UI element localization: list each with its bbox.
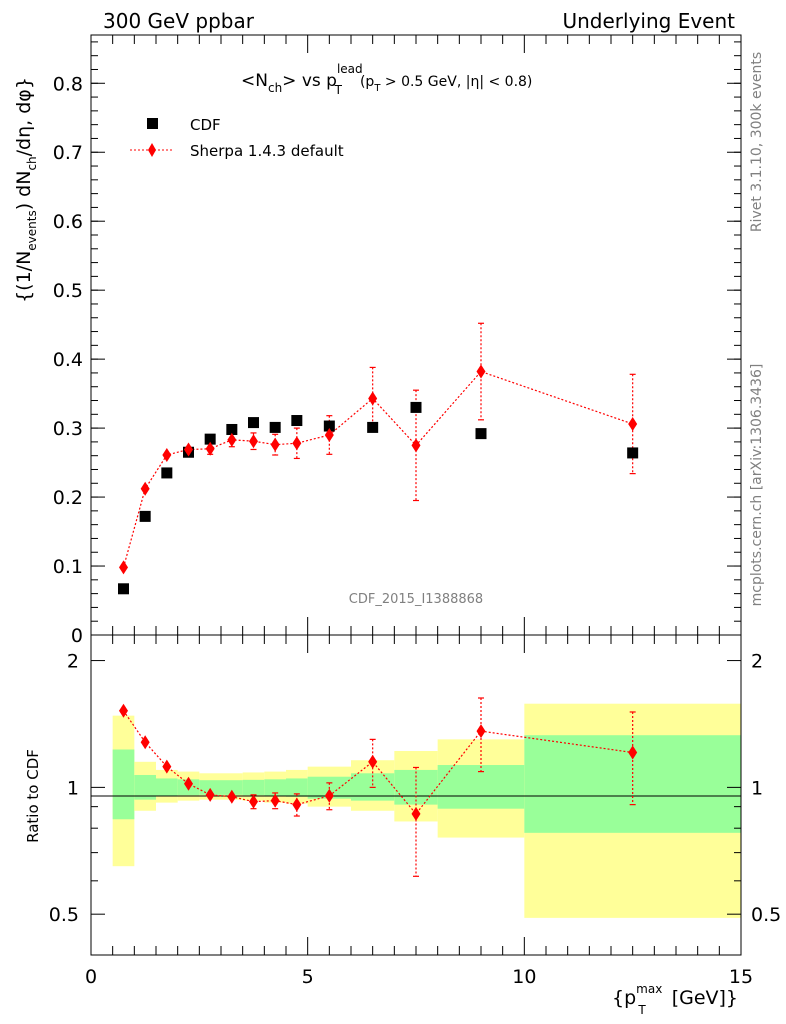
sherpa-data-point <box>270 437 280 452</box>
header-left-label: 300 GeV ppbar <box>103 9 255 33</box>
ratio-y-tick-label-right: 0.5 <box>751 904 781 926</box>
ratio-y-tick-label-right: 2 <box>751 651 763 673</box>
legend-sherpa-marker <box>148 143 156 157</box>
ratio-y-tick-label-right: 1 <box>751 777 763 799</box>
rivet-version-label: Rivet 3.1.10, 300k events <box>749 52 765 232</box>
main-y-tick-label: 0.5 <box>53 280 83 302</box>
header-right-label: Underlying Event <box>562 9 735 33</box>
ratio-sherpa-point <box>227 789 237 804</box>
cdf-data-point <box>475 428 487 440</box>
cdf-data-point <box>248 417 259 429</box>
cdf-data-point <box>204 433 216 445</box>
ratio-panel: 0.5 0.5 1 1 2 2 0 5 10 15 Ratio to CDF {pmax T [G… <box>24 634 781 1017</box>
ratio-sherpa-point <box>628 745 638 760</box>
main-y-tick-label: 0.6 <box>53 211 83 233</box>
ratio-sherpa-point <box>162 759 172 774</box>
ratio-stat-band <box>437 765 525 809</box>
main-y-tick-label: 0.1 <box>53 556 83 578</box>
cdf-data-point <box>410 401 422 413</box>
ratio-uncertainty-bands <box>112 703 741 918</box>
ratio-y-axis-label: Ratio to CDF <box>24 749 42 843</box>
ratio-sherpa-line <box>123 710 633 815</box>
x-tick-label: 0 <box>85 966 97 988</box>
sherpa-data-point <box>140 481 150 496</box>
cdf-data-point <box>367 421 379 433</box>
main-y-tick-label: 0 <box>71 625 83 647</box>
mcplots-label: mcplots.cern.ch [arXiv:1306.3436] <box>749 364 765 607</box>
main-panel-frame <box>90 34 742 636</box>
sherpa-data-point <box>205 441 215 456</box>
cdf-data-point <box>226 423 238 435</box>
sherpa-data-point <box>249 434 258 449</box>
main-y-tick-label: 0.7 <box>53 142 83 164</box>
cdf-data-point <box>118 583 129 595</box>
sherpa-data-point <box>162 448 172 462</box>
sherpa-data-point <box>368 391 378 406</box>
cdf-data-point <box>269 421 281 433</box>
ratio-sherpa-point <box>411 806 421 821</box>
ratio-stat-band <box>134 774 156 800</box>
main-chart-title: <Nch> vs plead T (pT > 0.5 GeV, |η| < 0.8) <box>241 62 532 97</box>
ratio-sherpa-point <box>476 724 486 739</box>
cdf-data-point <box>161 467 173 479</box>
legend-cdf-marker <box>147 118 158 129</box>
sherpa-data-point <box>476 364 486 379</box>
main-y-tick-label: 0.8 <box>53 73 83 95</box>
sherpa-data-point <box>324 428 334 442</box>
analysis-watermark: CDF_2015_I1388868 <box>349 592 483 607</box>
ratio-y-axis: 0.5 0.5 1 1 2 2 <box>49 651 781 956</box>
x-tick-label: 10 <box>512 966 536 988</box>
main-y-tick-label: 0.3 <box>53 418 83 440</box>
x-axis-label: {pmax T [GeV]} <box>612 982 738 1017</box>
ratio-stat-band <box>112 749 135 820</box>
cdf-data-point <box>627 447 639 459</box>
sherpa-data-point <box>292 436 302 451</box>
ratio-sherpa-point <box>184 776 193 791</box>
ratio-stat-band <box>264 779 286 796</box>
sherpa-data-point <box>628 416 638 431</box>
ratio-sherpa-point <box>292 797 302 812</box>
sherpa-data-point <box>411 438 421 453</box>
main-y-tick-label: 0.2 <box>53 487 83 509</box>
ratio-sherpa-point <box>119 703 128 718</box>
main-y-axis: 0 0.1 0.2 0.3 0.4 0.5 0.6 0.7 0.8 <box>53 41 741 647</box>
ratio-sherpa-point <box>205 787 215 802</box>
ratio-y-tick-label: 0.5 <box>49 904 79 926</box>
ratio-stat-band <box>221 780 243 795</box>
main-y-axis-label: {(1/Nevents) dNch/dη, dφ} <box>13 77 39 303</box>
ratio-stat-band <box>286 778 308 797</box>
main-panel: 0 0.1 0.2 0.3 0.4 0.5 0.6 0.7 0.8 <Nch> vs plead… <box>13 34 742 647</box>
cdf-data-point <box>139 510 151 522</box>
sherpa-data-point <box>227 432 237 447</box>
legend: CDF Sherpa 1.4.3 default <box>130 116 344 160</box>
x-tick-label: 15 <box>729 966 753 988</box>
top-series-layer <box>118 322 639 595</box>
ratio-stat-band <box>394 769 438 805</box>
ratio-stat-band <box>199 780 221 795</box>
ratio-stat-band <box>156 778 178 796</box>
ratio-series-layer <box>119 697 638 877</box>
ratio-stat-band <box>242 779 265 796</box>
x-tick-label: 5 <box>302 966 314 988</box>
main-y-tick-label: 0.4 <box>53 349 83 371</box>
cdf-data-point <box>323 420 335 432</box>
ratio-y-tick-label: 2 <box>67 651 79 673</box>
main-x-ticks <box>90 35 742 635</box>
ratio-sherpa-point <box>140 735 150 750</box>
ratio-sherpa-point <box>324 788 334 803</box>
cdf-data-point <box>291 415 303 427</box>
legend-cdf-label: CDF <box>190 116 221 134</box>
ratio-sherpa-point <box>249 794 258 809</box>
ratio-y-tick-label: 1 <box>67 777 79 799</box>
ratio-sherpa-point <box>270 793 280 808</box>
sherpa-series-line <box>122 370 633 568</box>
ratio-sherpa-point <box>368 754 378 769</box>
legend-sherpa-label: Sherpa 1.4.3 default <box>190 142 344 160</box>
ratio-x-axis: 0 5 10 15 <box>85 635 753 988</box>
sherpa-data-point <box>184 442 193 457</box>
sherpa-data-point <box>119 560 128 575</box>
